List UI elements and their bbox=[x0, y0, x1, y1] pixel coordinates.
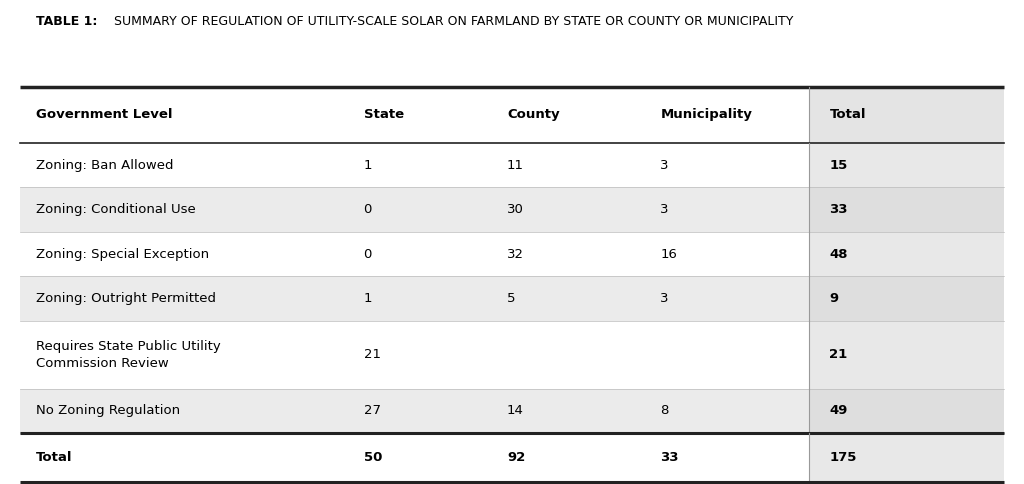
Bar bbox=[20, 187, 1004, 232]
Text: 32: 32 bbox=[507, 248, 524, 260]
Text: 3: 3 bbox=[660, 159, 669, 171]
Text: 49: 49 bbox=[829, 405, 848, 417]
Text: 0: 0 bbox=[364, 203, 372, 216]
Text: 33: 33 bbox=[660, 451, 679, 464]
Bar bbox=[809, 232, 1004, 276]
Bar bbox=[20, 276, 1004, 321]
Text: 3: 3 bbox=[660, 292, 669, 305]
Text: 21: 21 bbox=[364, 348, 381, 361]
Text: 9: 9 bbox=[829, 292, 839, 305]
Text: 15: 15 bbox=[829, 159, 848, 171]
Text: Total: Total bbox=[829, 108, 866, 121]
Text: SUMMARY OF REGULATION OF UTILITY-SCALE SOLAR ON FARMLAND BY STATE OR COUNTY OR M: SUMMARY OF REGULATION OF UTILITY-SCALE S… bbox=[110, 15, 793, 28]
Text: 16: 16 bbox=[660, 248, 677, 260]
Text: Requires State Public Utility
Commission Review: Requires State Public Utility Commission… bbox=[36, 340, 220, 369]
Text: 1: 1 bbox=[364, 159, 372, 171]
Bar bbox=[809, 187, 1004, 232]
Text: 1: 1 bbox=[364, 292, 372, 305]
Text: Zoning: Outright Permitted: Zoning: Outright Permitted bbox=[36, 292, 216, 305]
Bar bbox=[809, 143, 1004, 187]
Text: 175: 175 bbox=[829, 451, 857, 464]
Text: Zoning: Conditional Use: Zoning: Conditional Use bbox=[36, 203, 196, 216]
Bar bbox=[809, 433, 1004, 482]
Text: 3: 3 bbox=[660, 203, 669, 216]
Text: 14: 14 bbox=[507, 405, 523, 417]
Bar bbox=[809, 87, 1004, 143]
Text: No Zoning Regulation: No Zoning Regulation bbox=[36, 405, 180, 417]
Text: 92: 92 bbox=[507, 451, 525, 464]
Bar bbox=[20, 143, 1004, 187]
Text: 8: 8 bbox=[660, 405, 669, 417]
Text: Zoning: Ban Allowed: Zoning: Ban Allowed bbox=[36, 159, 173, 171]
Text: 0: 0 bbox=[364, 248, 372, 260]
Text: Total: Total bbox=[36, 451, 73, 464]
Text: TABLE 1:: TABLE 1: bbox=[36, 15, 97, 28]
Text: State: State bbox=[364, 108, 403, 121]
Text: 48: 48 bbox=[829, 248, 848, 260]
Text: Municipality: Municipality bbox=[660, 108, 753, 121]
Text: Zoning: Special Exception: Zoning: Special Exception bbox=[36, 248, 209, 260]
Text: Government Level: Government Level bbox=[36, 108, 172, 121]
Text: 50: 50 bbox=[364, 451, 382, 464]
Text: 11: 11 bbox=[507, 159, 524, 171]
Text: County: County bbox=[507, 108, 559, 121]
Bar bbox=[809, 276, 1004, 321]
Text: 21: 21 bbox=[829, 348, 848, 361]
Text: 30: 30 bbox=[507, 203, 523, 216]
Bar bbox=[20, 433, 1004, 482]
Bar bbox=[20, 389, 1004, 433]
Bar bbox=[809, 389, 1004, 433]
Bar bbox=[20, 321, 1004, 389]
Text: 5: 5 bbox=[507, 292, 515, 305]
Text: 33: 33 bbox=[829, 203, 848, 216]
Text: 27: 27 bbox=[364, 405, 381, 417]
Bar bbox=[20, 87, 1004, 143]
Bar bbox=[809, 321, 1004, 389]
Bar bbox=[20, 232, 1004, 276]
